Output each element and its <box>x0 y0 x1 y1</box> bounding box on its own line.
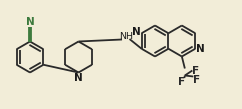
Text: NH: NH <box>119 32 133 41</box>
Text: N: N <box>132 27 140 37</box>
Text: F: F <box>178 77 185 87</box>
Text: N: N <box>74 73 83 83</box>
Text: N: N <box>26 17 34 27</box>
Text: F: F <box>192 66 199 76</box>
Text: N: N <box>197 44 205 54</box>
Text: F: F <box>193 74 200 84</box>
